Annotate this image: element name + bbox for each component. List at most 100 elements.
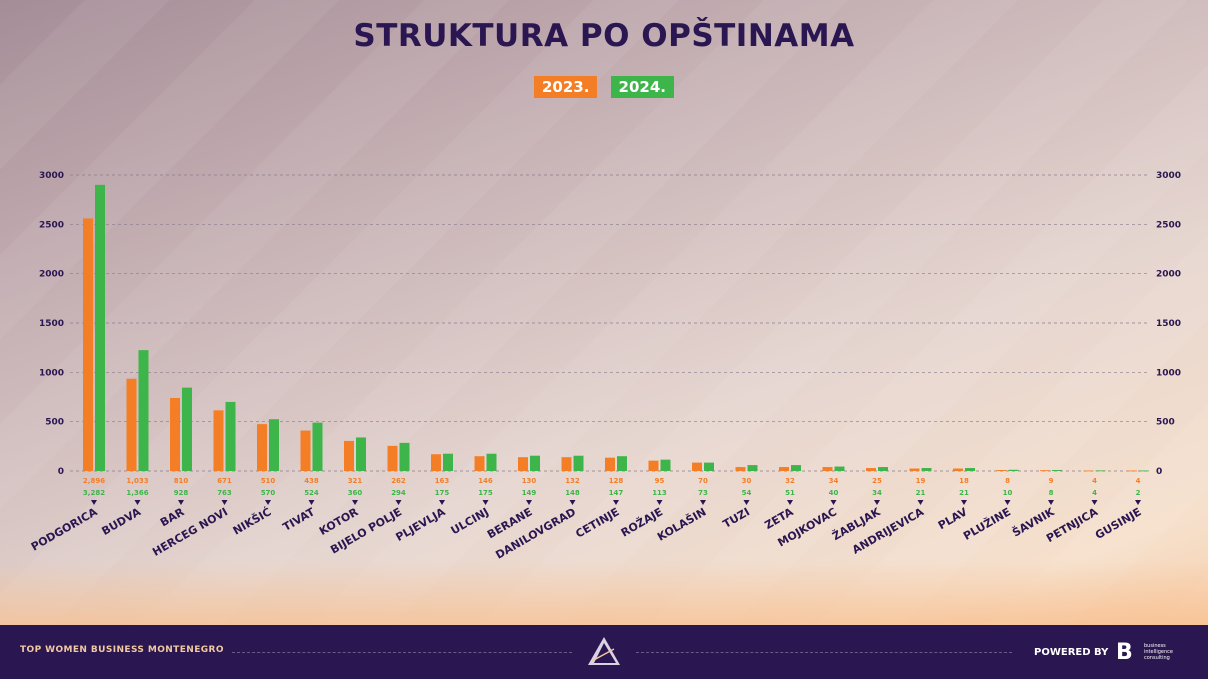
bar-2023 xyxy=(213,410,224,471)
data-label-2024: 51 xyxy=(785,489,795,497)
category-marker-icon xyxy=(613,500,619,505)
y-tick-label-right: 2000 xyxy=(1156,270,1181,280)
data-label-2023: 810 xyxy=(174,477,189,485)
category-marker-icon xyxy=(526,500,532,505)
category-label: TIVAT xyxy=(281,505,318,534)
y-tick-label-right: 0 xyxy=(1156,467,1162,477)
y-tick-label-right: 1500 xyxy=(1156,319,1181,329)
bar-chart: 0 0 500 500 1000 1000 1500 1500 2000 2000 2500 2500… xyxy=(29,171,1181,562)
category-marker-icon xyxy=(352,500,358,505)
category-marker-icon xyxy=(1048,500,1054,505)
y-tick-label-right: 3000 xyxy=(1156,171,1181,181)
powered-by-label: POWERED BY xyxy=(1034,647,1109,658)
data-label-2023: 1,033 xyxy=(126,477,148,485)
data-label-2023: 34 xyxy=(829,477,839,485)
category-marker-icon xyxy=(1004,500,1011,505)
bar-2023 xyxy=(779,467,789,471)
data-label-2023: 95 xyxy=(655,477,665,485)
category-label: PLJEVLJA xyxy=(394,505,448,544)
bar-2024 xyxy=(1139,470,1149,472)
bar-2024 xyxy=(617,456,627,471)
category-marker-icon xyxy=(91,500,97,505)
bi-logo-text: business intelligence consulting xyxy=(1144,643,1174,661)
footer-brand-business: BUSINESS MONTENEGRO xyxy=(90,645,224,655)
data-label-2024: 524 xyxy=(304,489,319,497)
category-label: NIKŠIĆ xyxy=(231,505,274,537)
bar-2023 xyxy=(953,468,963,471)
y-tick-label-right: 1000 xyxy=(1156,368,1181,378)
data-label-2024: 928 xyxy=(174,489,189,497)
triangle-logo-icon xyxy=(588,637,620,665)
y-tick-label-left: 1500 xyxy=(39,319,64,329)
category-marker-icon xyxy=(787,500,793,505)
data-label-2023: 9 xyxy=(1049,477,1054,485)
legend: 2023. 2024. xyxy=(0,76,1208,98)
data-label-2024: 21 xyxy=(916,489,926,497)
bar-2023 xyxy=(257,424,267,471)
category-marker-icon xyxy=(178,500,184,505)
category-marker-icon xyxy=(1091,500,1098,505)
category-marker-icon xyxy=(569,500,576,505)
y-tick-label-right: 2500 xyxy=(1156,220,1181,230)
bar-2024 xyxy=(878,467,888,471)
footer-brand: TOP WOMEN BUSINESS MONTENEGRO xyxy=(20,645,224,655)
data-label-2023: 321 xyxy=(348,477,363,485)
data-label-2024: 294 xyxy=(391,489,406,497)
category-marker-icon xyxy=(743,500,750,505)
data-label-2024: 3,282 xyxy=(83,489,105,497)
bar-2023 xyxy=(518,457,528,471)
bar-2024 xyxy=(443,453,453,471)
bar-2023 xyxy=(300,430,311,471)
data-label-2023: 128 xyxy=(609,477,624,485)
bar-2024 xyxy=(399,442,410,471)
bar-2023 xyxy=(344,440,354,471)
bar-2023 xyxy=(735,467,746,471)
data-label-2024: 4 xyxy=(1092,489,1097,497)
data-label-2024: 54 xyxy=(742,489,752,497)
bar-2023 xyxy=(692,462,702,471)
data-label-2023: 19 xyxy=(916,477,926,485)
bar-2024 xyxy=(269,419,279,471)
category-label: GUSINJE xyxy=(1093,505,1143,542)
bar-2024 xyxy=(225,401,236,471)
category-label: CETINJE xyxy=(573,505,621,540)
bar-2024 xyxy=(138,350,149,471)
data-label-2024: 175 xyxy=(478,489,493,497)
category-marker-icon xyxy=(961,500,967,505)
data-label-2023: 510 xyxy=(261,477,276,485)
data-label-2024: 2 xyxy=(1136,489,1141,497)
bar-2023 xyxy=(387,445,398,471)
data-label-2023: 18 xyxy=(959,477,969,485)
legend-2023: 2023. xyxy=(534,76,598,98)
bar-2023 xyxy=(1127,470,1137,472)
bar-2024 xyxy=(791,465,801,471)
y-tick-label-left: 500 xyxy=(45,418,64,428)
bar-2023 xyxy=(996,470,1007,471)
data-label-2024: 1,366 xyxy=(126,489,148,497)
category-label: KOLAŠIN xyxy=(655,505,708,543)
data-label-2024: 8 xyxy=(1049,489,1054,497)
data-label-2023: 8 xyxy=(1005,477,1010,485)
data-label-2023: 132 xyxy=(565,477,580,485)
category-marker-icon xyxy=(221,500,228,505)
bar-2024 xyxy=(356,437,366,471)
bar-2024 xyxy=(573,455,584,471)
category-label: ZETA xyxy=(762,505,795,532)
bar-2024 xyxy=(182,387,192,471)
data-label-2024: 570 xyxy=(261,489,276,497)
bar-2024 xyxy=(530,455,540,471)
bar-2024 xyxy=(486,453,497,471)
category-label: TUZI xyxy=(721,505,752,531)
y-tick-label-left: 1000 xyxy=(39,368,64,378)
footer-brand-top-women: TOP WOMEN xyxy=(20,645,91,655)
category-marker-icon xyxy=(830,500,837,505)
y-tick-label-right: 500 xyxy=(1156,418,1175,428)
footer-divider-left xyxy=(232,652,572,653)
data-label-2023: 438 xyxy=(304,477,319,485)
bar-2024 xyxy=(660,459,671,471)
bar-2023 xyxy=(648,460,659,471)
data-label-2024: 360 xyxy=(348,489,363,497)
bar-2023 xyxy=(605,457,615,471)
bar-2024 xyxy=(1052,470,1062,471)
category-marker-icon xyxy=(395,500,402,505)
